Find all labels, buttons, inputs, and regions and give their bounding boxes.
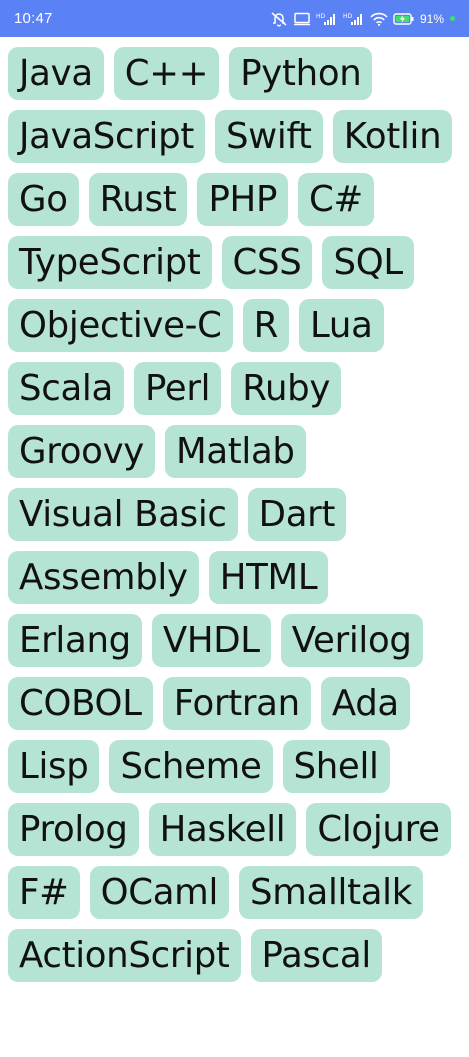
language-chip[interactable]: ActionScript [8,929,241,982]
language-chip[interactable]: Clojure [306,803,451,856]
language-chip[interactable]: Kotlin [332,110,453,163]
language-chip[interactable]: Assembly [8,551,199,604]
language-chip[interactable]: CSS [221,236,313,289]
language-chip[interactable]: Haskell [148,803,297,856]
language-chip[interactable]: Prolog [8,803,139,856]
svg-text:HD: HD [316,13,326,20]
language-chip-list: Java C++ Python JavaScript Swift Kotlin Go Rust… [8,47,463,982]
battery-charging-icon [393,12,415,25]
language-chip[interactable]: Objective-C [8,299,233,352]
status-bar: 10:47 HD HD 91% [0,0,469,37]
language-chip[interactable]: Dart [247,488,347,541]
hd-signal-icon: HD [316,12,338,26]
hd-signal-icon: HD [343,12,365,26]
language-chip[interactable]: Rust [88,173,188,226]
language-chip[interactable]: PHP [197,173,289,226]
language-chip[interactable]: Pascal [250,929,382,982]
language-chip[interactable]: C# [298,173,374,226]
language-chip[interactable]: R [242,299,290,352]
language-chip[interactable]: Matlab [164,425,306,478]
language-chip[interactable]: Verilog [280,614,423,667]
language-chip[interactable]: Lua [299,299,384,352]
language-chip[interactable]: OCaml [89,866,230,919]
status-time: 10:47 [14,10,53,27]
language-chip[interactable]: Scheme [109,740,273,793]
language-chip[interactable]: JavaScript [8,110,205,163]
language-chip[interactable]: COBOL [8,677,153,730]
language-chip[interactable]: VHDL [151,614,271,667]
cast-icon [293,12,311,26]
wifi-icon [370,12,388,26]
language-chip[interactable]: Scala [8,362,124,415]
language-chip[interactable]: Fortran [162,677,311,730]
language-chip[interactable]: Go [8,173,79,226]
language-chip[interactable]: Shell [282,740,390,793]
language-chip[interactable]: Lisp [8,740,100,793]
battery-percent: 91% [419,11,444,26]
language-chip[interactable]: Perl [133,362,222,415]
status-icons: HD HD 91% [270,11,455,27]
language-chip[interactable]: HTML [208,551,329,604]
language-chip[interactable]: Smalltalk [239,866,424,919]
language-chip[interactable]: Python [229,47,373,100]
language-chip[interactable]: Ruby [231,362,342,415]
language-chip[interactable]: Java [8,47,104,100]
svg-text:HD: HD [343,13,353,20]
language-chip[interactable]: Erlang [8,614,142,667]
language-chip[interactable]: Ada [320,677,410,730]
language-chip[interactable]: SQL [322,236,414,289]
language-chip[interactable]: F# [8,866,80,919]
language-chip[interactable]: TypeScript [8,236,212,289]
language-chip[interactable]: Visual Basic [8,488,238,541]
language-chip[interactable]: C++ [113,47,220,100]
charging-dot [450,16,455,21]
language-chip[interactable]: Swift [214,110,323,163]
language-chip[interactable]: Groovy [8,425,155,478]
muted-icon [270,11,288,27]
